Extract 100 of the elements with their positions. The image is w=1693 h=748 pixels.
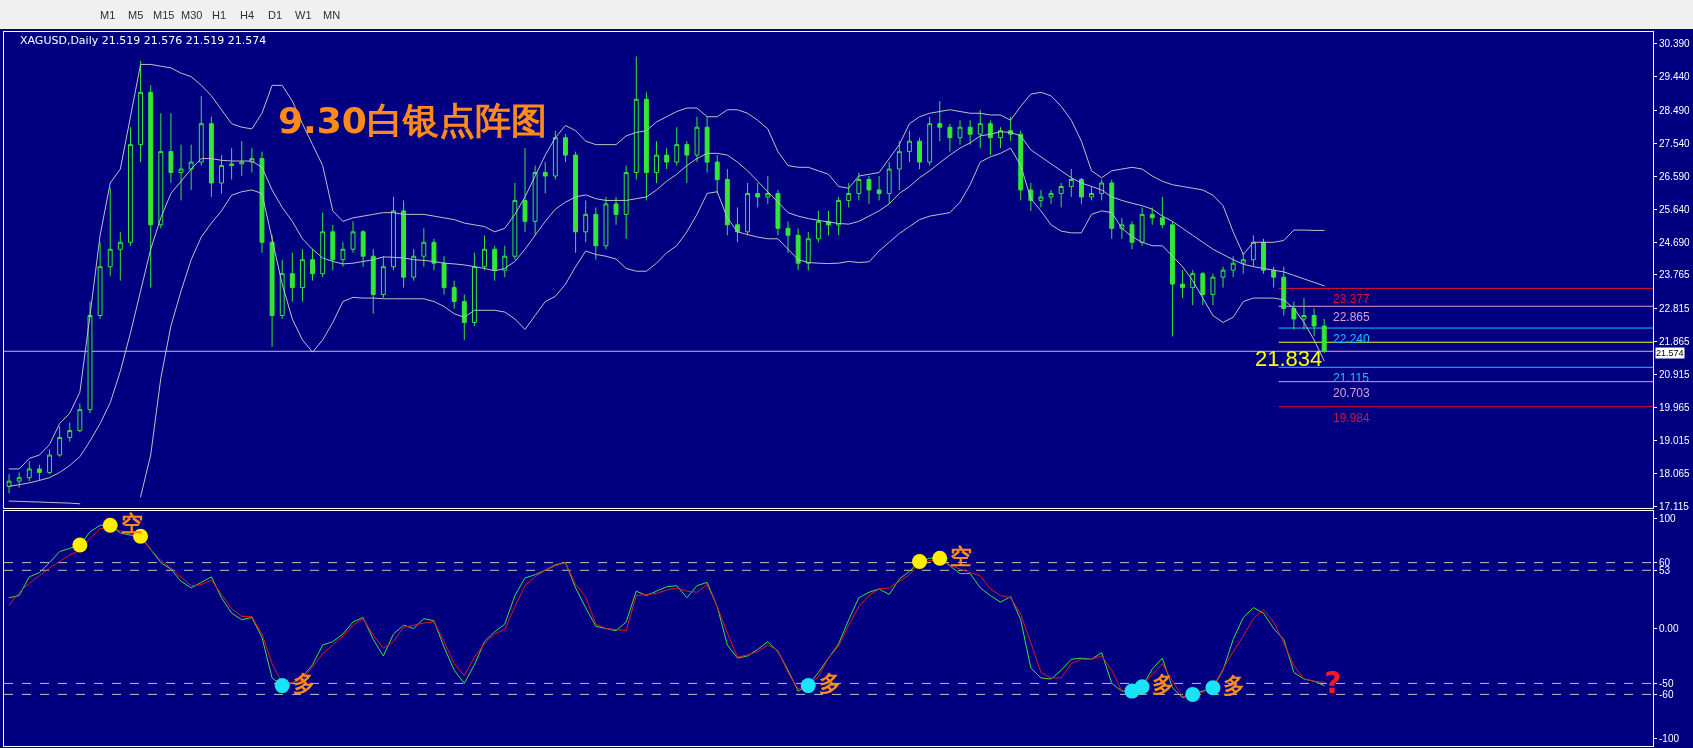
candlestick xyxy=(542,161,548,194)
candlestick xyxy=(583,199,589,243)
candlestick xyxy=(876,175,882,201)
data-label: 多 xyxy=(1152,672,1175,698)
candlestick xyxy=(482,234,487,271)
ref-line-label: 20.703 xyxy=(1333,386,1371,400)
candlestick xyxy=(87,301,93,414)
data-label: 空 xyxy=(950,543,973,569)
text: M30 xyxy=(181,9,203,21)
candlestick xyxy=(1200,271,1206,306)
candlestick xyxy=(724,168,730,236)
candlestick xyxy=(117,231,123,282)
candlestick xyxy=(421,227,427,268)
candlestick xyxy=(633,55,639,181)
candlestick xyxy=(1180,269,1186,299)
y-tick-label: 23.765 xyxy=(1659,269,1691,281)
candlestick xyxy=(57,425,63,458)
candlestick xyxy=(441,255,447,296)
text: H4 xyxy=(240,9,255,21)
ref-line-label: 21.574 xyxy=(1656,348,1684,358)
candlestick xyxy=(977,109,983,149)
candlestick xyxy=(229,147,235,181)
y-tick-label: 0.00 xyxy=(1659,623,1679,634)
data-label: 多 xyxy=(1223,673,1246,699)
data-label: ? xyxy=(1324,665,1342,701)
text: H1 xyxy=(212,9,227,21)
candlestick xyxy=(755,182,761,208)
candlestick xyxy=(380,255,386,299)
y-tick-label: 18.065 xyxy=(1659,468,1691,480)
candlestick xyxy=(714,154,720,194)
data-label: 空 xyxy=(120,510,143,536)
ref-line-label: 23.377 xyxy=(1333,292,1371,306)
candlestick xyxy=(451,280,457,310)
candlestick xyxy=(1078,177,1084,205)
ref-line-label: 21.834 xyxy=(1255,346,1323,371)
chart-subtitle: XAGUSD,Daily 21.519 21.576 21.519 21.574 xyxy=(20,34,267,47)
candlestick xyxy=(350,220,356,254)
candlestick xyxy=(563,133,568,163)
candlestick xyxy=(391,196,396,271)
candlestick xyxy=(1058,182,1064,208)
candlestick xyxy=(886,161,892,205)
y-tick-label: 100 xyxy=(1659,513,1677,525)
candlestick xyxy=(492,245,498,282)
candlestick xyxy=(178,144,184,201)
candlestick xyxy=(330,224,336,271)
text: D1 xyxy=(268,9,283,21)
y-tick-label: 26.590 xyxy=(1659,170,1691,182)
candlestick xyxy=(957,119,963,146)
candlestick xyxy=(1109,179,1115,240)
ref-line-label: 22.865 xyxy=(1333,310,1371,324)
candlestick xyxy=(47,448,52,475)
candlestick xyxy=(107,187,113,277)
y-tick-label: 19.965 xyxy=(1659,401,1691,413)
candlestick xyxy=(512,182,518,261)
candlestick xyxy=(198,95,204,167)
candlestick xyxy=(552,130,558,181)
candlestick xyxy=(836,196,842,236)
y-tick-label: 28.490 xyxy=(1659,104,1691,116)
text: W1 xyxy=(295,9,312,21)
candlestick xyxy=(1220,266,1226,289)
candlestick xyxy=(67,422,73,443)
point xyxy=(72,537,88,553)
candlestick xyxy=(947,123,953,153)
candlestick xyxy=(613,196,619,226)
point xyxy=(1205,680,1221,696)
candlestick xyxy=(1291,301,1297,330)
candlestick xyxy=(522,147,528,233)
candlestick xyxy=(168,112,174,184)
candlestick xyxy=(1311,308,1317,337)
candlestick xyxy=(896,140,902,191)
candlestick xyxy=(320,212,326,278)
candlestick xyxy=(1089,185,1094,201)
point xyxy=(1185,686,1201,702)
candlestick xyxy=(16,471,22,489)
text: MN xyxy=(323,9,341,21)
point xyxy=(102,517,118,533)
candlestick xyxy=(138,60,144,163)
candlestick xyxy=(471,252,477,327)
candlestick xyxy=(6,473,12,494)
y-tick-label: 20.915 xyxy=(1659,368,1691,380)
candlestick xyxy=(846,182,852,208)
candlestick xyxy=(573,151,579,254)
candlestick xyxy=(1129,220,1135,250)
candlestick xyxy=(289,252,295,303)
y-tick-label: 24.690 xyxy=(1659,237,1691,249)
y-tick-label: 25.640 xyxy=(1659,204,1691,215)
ref-line-label: 19.984 xyxy=(1333,411,1371,425)
candlestick xyxy=(1271,266,1277,289)
candlestick xyxy=(532,165,538,236)
candlestick xyxy=(795,227,801,271)
candlestick xyxy=(937,100,943,142)
text: M15 xyxy=(153,9,175,21)
candlestick xyxy=(1159,196,1165,229)
candlestick xyxy=(906,130,912,163)
point xyxy=(1134,679,1150,695)
candlestick xyxy=(26,460,32,482)
candlestick xyxy=(158,112,164,229)
y-tick-label: 19.015 xyxy=(1659,435,1691,447)
y-tick-label: 22.815 xyxy=(1659,302,1691,314)
y-tick-label: -60 xyxy=(1659,688,1674,700)
